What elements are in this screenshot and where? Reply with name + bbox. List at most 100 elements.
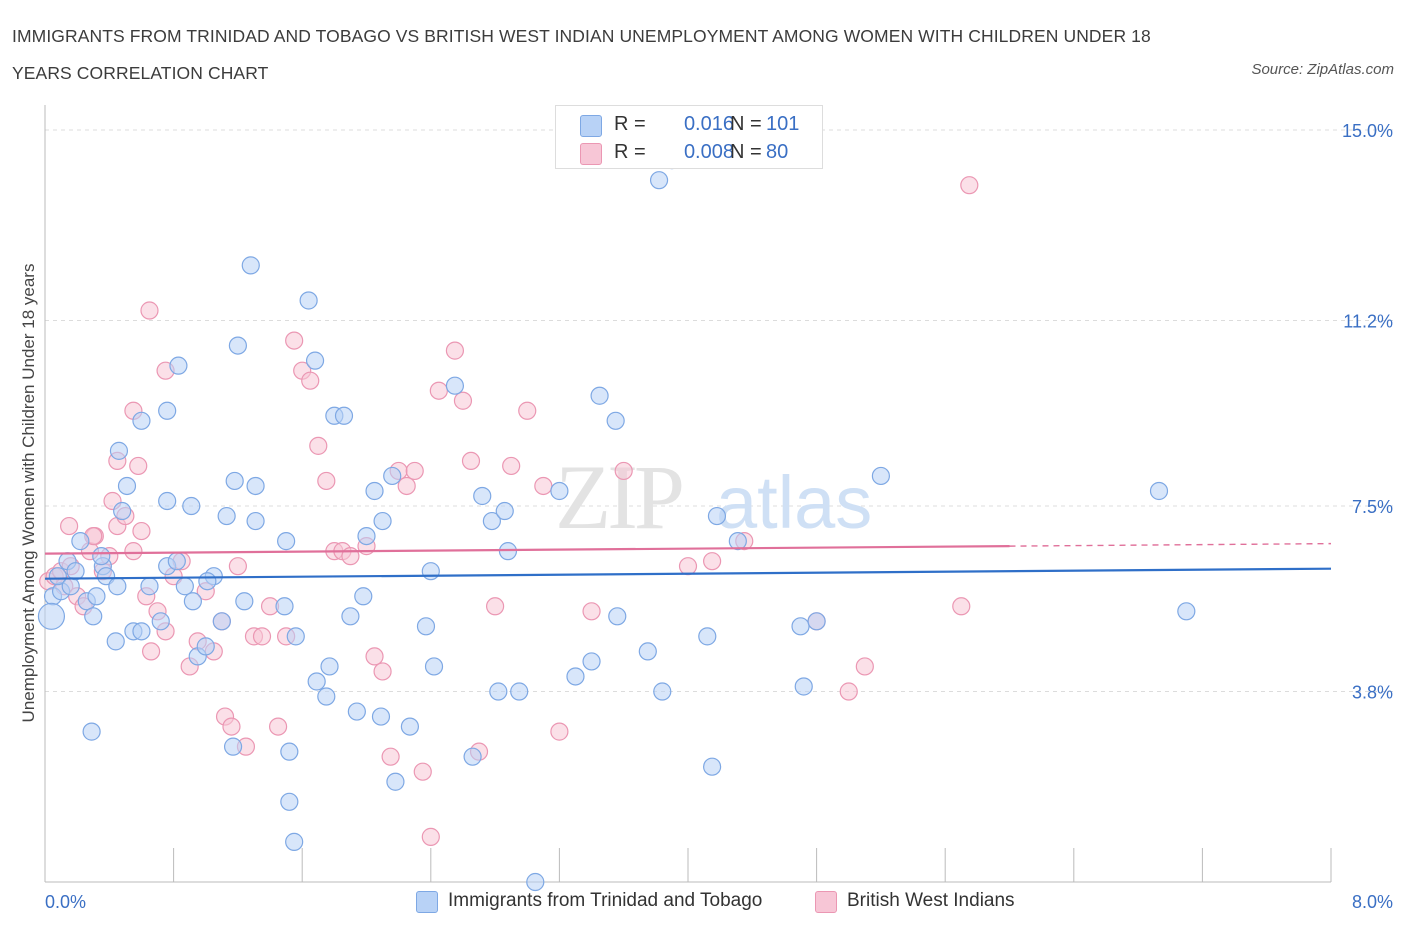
blue-swatch (580, 115, 602, 137)
x-tick-label-min: 0.0% (45, 892, 86, 912)
data-point (341, 607, 360, 626)
data-point (952, 597, 971, 616)
data-point (61, 577, 80, 596)
data-point (140, 577, 159, 596)
data-point (196, 637, 215, 656)
x-tick-label-max: 8.0% (1352, 892, 1393, 912)
data-point (445, 376, 465, 395)
data-point (129, 456, 148, 476)
data-point (280, 792, 299, 811)
data-point (334, 406, 354, 425)
source-label: Source: ZipAtlas.com (1251, 61, 1394, 78)
data-point (108, 577, 127, 596)
pink-swatch (580, 143, 602, 165)
data-point (566, 667, 585, 686)
r-label: R = (614, 113, 646, 135)
data-point (84, 607, 103, 626)
data-point (132, 411, 151, 430)
data-point (445, 341, 465, 360)
data-point (268, 717, 288, 736)
data-point (285, 832, 304, 851)
data-point (728, 532, 747, 551)
data-point (582, 602, 601, 621)
data-point (703, 552, 722, 571)
n-label: N = (730, 141, 762, 163)
data-point (421, 562, 440, 581)
data-point (66, 562, 85, 581)
data-point (305, 351, 325, 370)
data-point (182, 496, 201, 516)
data-point (235, 592, 254, 611)
data-point (383, 466, 402, 486)
data-point (1149, 481, 1169, 501)
trend-line-blue (44, 567, 1332, 580)
n-value: 80 (766, 141, 789, 163)
data-point (132, 521, 151, 541)
data-point (309, 436, 328, 455)
data-point (158, 491, 177, 511)
data-point (486, 597, 505, 616)
data-point (502, 456, 521, 476)
y-tick-label: 11.2% (1343, 312, 1393, 332)
y-tick-label: 7.5% (1352, 497, 1393, 517)
data-point (473, 486, 492, 506)
data-point (151, 612, 170, 631)
data-point (534, 476, 553, 496)
data-point (855, 657, 874, 676)
watermark-atlas: atlas (716, 461, 872, 544)
data-point (82, 722, 101, 741)
data-point (510, 682, 529, 701)
data-point (301, 371, 320, 390)
data-point (275, 597, 294, 616)
data-point (678, 557, 698, 576)
data-point (461, 451, 481, 471)
data-point (307, 672, 326, 691)
data-point (246, 511, 265, 531)
data-point (48, 567, 67, 586)
data-point (550, 481, 569, 501)
axes (44, 105, 1332, 883)
series-british-west-indians (39, 176, 979, 846)
data-point (228, 336, 247, 355)
watermark-zip: ZIP (555, 446, 682, 548)
data-point (386, 772, 405, 791)
data-point (381, 747, 400, 766)
data-point (217, 506, 236, 526)
data-point (252, 627, 272, 646)
data-point (482, 511, 501, 531)
data-point (60, 516, 79, 536)
data-point (198, 572, 217, 591)
data-point (373, 511, 392, 531)
data-point (183, 592, 202, 611)
data-point (489, 682, 508, 701)
data-point (365, 481, 384, 501)
data-point (638, 642, 657, 661)
data-point (413, 762, 432, 781)
legend-label: British West Indians (847, 890, 1015, 911)
data-point (141, 642, 161, 661)
data-point (222, 717, 241, 736)
data-point (526, 872, 545, 892)
n-label: N = (730, 113, 762, 135)
data-point (357, 526, 376, 546)
data-point (365, 647, 384, 666)
data-point (960, 176, 979, 195)
data-point (246, 476, 265, 496)
data-point (405, 461, 424, 481)
data-point (698, 627, 717, 646)
data-point (241, 256, 260, 275)
data-point (117, 476, 137, 496)
data-point (212, 612, 231, 631)
trend-line-pink (44, 545, 1010, 555)
data-point (132, 622, 151, 641)
y-tick-label: 15.0% (1342, 121, 1393, 141)
data-point (167, 552, 186, 571)
data-point (1177, 602, 1196, 621)
n-value: 101 (766, 113, 800, 135)
data-point (277, 532, 296, 551)
data-point (106, 632, 125, 651)
data-point (550, 722, 569, 741)
r-value: 0.016 (683, 113, 734, 135)
data-point (653, 682, 672, 701)
data-point (794, 677, 813, 696)
